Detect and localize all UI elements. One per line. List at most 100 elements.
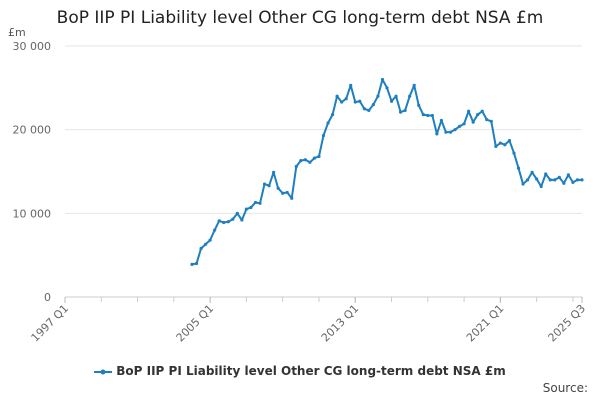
data-point [358,99,362,103]
legend-swatch-icon [94,369,113,374]
y-tick-label: 30 000 [13,40,52,53]
data-point [476,113,480,117]
data-point [222,220,226,225]
data-point [553,178,557,182]
data-point [194,261,199,266]
data-point [562,181,566,185]
data-point [258,201,262,205]
data-point [226,220,230,224]
data-point [267,184,271,188]
series-line [191,78,582,266]
data-point [312,156,317,160]
data-point [503,143,507,147]
data-point [389,99,394,103]
x-tick-label: 2025 Q3 [546,302,589,345]
data-point [303,158,307,162]
data-point [512,151,516,155]
data-point [548,178,552,182]
data-point [371,102,375,107]
data-point [262,182,267,186]
data-point [317,154,321,159]
data-point [394,94,398,98]
data-point [299,159,303,163]
legend[interactable]: BoP IIP PI Liability level Other CG long… [0,364,600,378]
data-point [539,184,543,189]
data-point [444,130,448,134]
data-point [340,100,344,104]
data-point [516,166,521,170]
x-tick-label: 2021 Q1 [464,302,507,345]
data-point [412,83,416,87]
data-point [571,180,575,184]
data-point [485,118,489,122]
data-point [480,109,484,113]
data-point [566,173,570,177]
data-point [330,113,335,117]
data-point [321,133,326,138]
data-point [530,170,534,174]
data-point [435,132,439,136]
data-point [231,217,235,221]
data-point [294,164,298,169]
x-tick-label: 2013 Q1 [319,302,362,345]
data-point [398,110,403,114]
data-point [457,124,462,128]
data-point [525,178,530,182]
data-point [249,205,253,210]
data-point [471,120,475,124]
data-point [498,141,502,145]
data-point [421,113,425,117]
data-point [467,109,471,113]
data-point [199,246,203,251]
data-point [353,100,357,104]
data-point [240,218,244,222]
data-point [494,144,498,148]
data-point [281,191,285,195]
data-point [580,178,584,182]
data-point [190,262,194,266]
data-point [535,177,539,181]
data-point [439,118,444,123]
data-point [448,130,453,134]
y-tick-label: 10 000 [13,207,52,220]
data-point [417,103,421,108]
data-point [544,172,548,176]
data-point [244,207,249,211]
data-point [308,160,312,164]
data-point [507,138,512,143]
data-point [349,83,353,87]
data-point [521,182,525,186]
y-tick-label: 0 [44,291,51,304]
data-point [367,108,371,113]
y-tick-label: 20 000 [13,124,52,137]
source-label: Source: [542,381,588,395]
data-point [362,107,366,111]
data-point [376,94,380,98]
data-point [253,200,258,205]
data-point [290,196,294,200]
data-point [335,94,339,98]
data-point [276,186,280,190]
data-point [217,219,221,223]
unit-label: £m [8,26,26,39]
data-point [403,108,407,113]
data-point [235,211,239,215]
x-tick-label: 1997 Q1 [29,302,72,345]
data-point [208,238,212,242]
data-point [430,113,434,118]
chart-title: BoP IIP PI Liability level Other CG long… [56,8,544,28]
data-point [575,178,580,182]
x-tick-label: 2005 Q1 [174,302,217,345]
data-point [213,228,217,232]
data-point [380,77,385,82]
data-point [344,97,348,101]
data-point [462,122,466,126]
data-point [408,94,412,98]
data-point [285,190,289,195]
data-point [203,242,208,246]
data-point [557,175,561,179]
data-point [326,121,330,125]
legend-label: BoP IIP PI Liability level Other CG long… [116,364,506,378]
data-point [489,119,493,123]
